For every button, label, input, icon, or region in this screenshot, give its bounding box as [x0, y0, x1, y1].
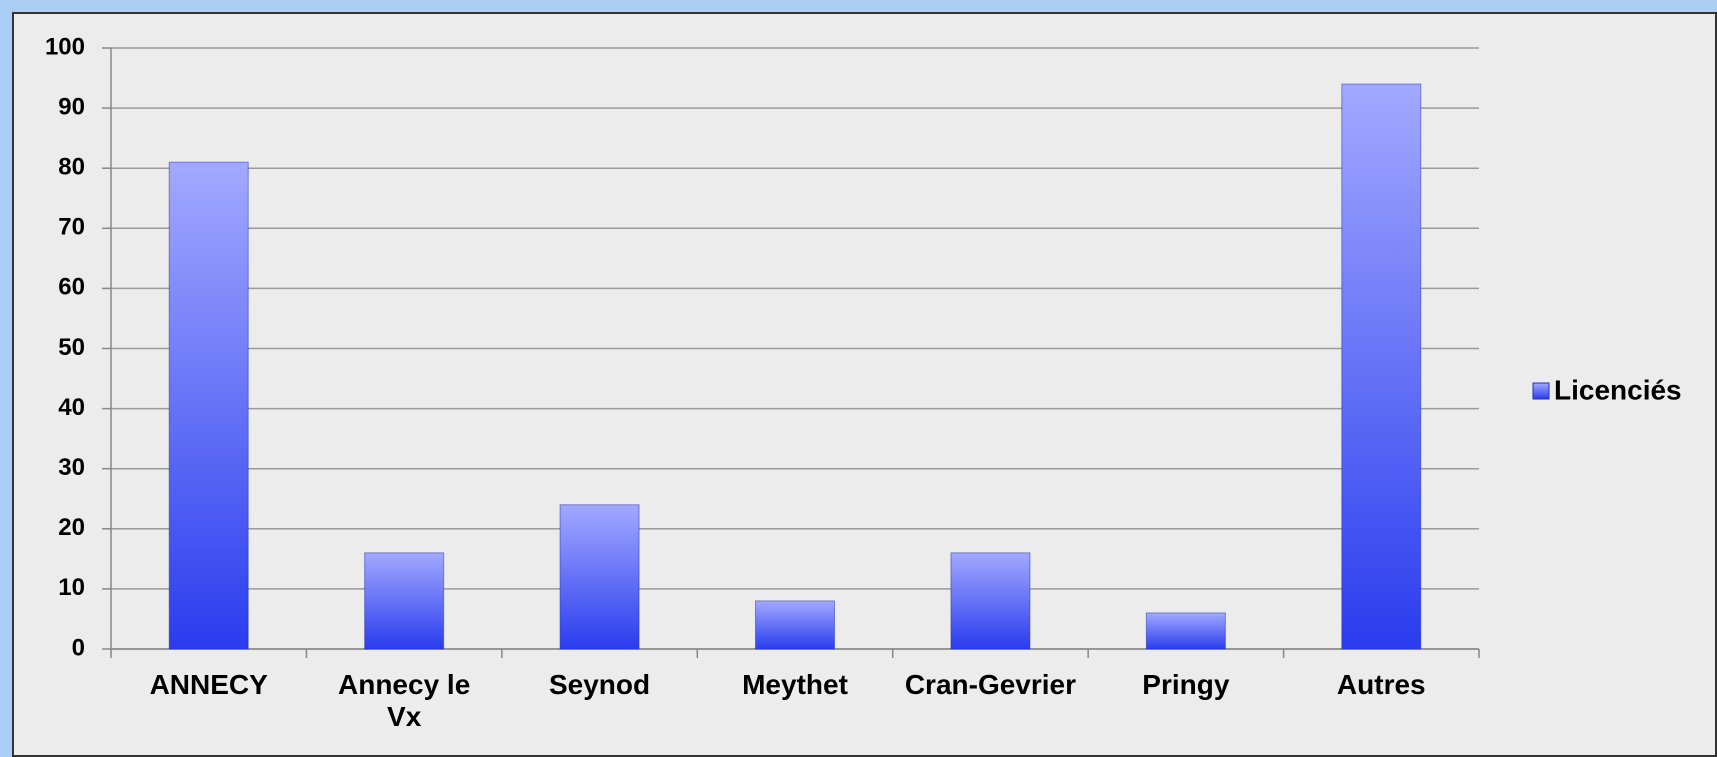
y-tick-label: 10 — [58, 574, 85, 601]
x-tick-label-box: Annecy le Vx — [338, 669, 471, 732]
x-tick-label: Pringy — [1142, 669, 1230, 700]
x-tick-label-box: ANNECY — [149, 669, 268, 700]
bar — [559, 504, 640, 650]
x-tick-label: ANNECY — [149, 669, 268, 700]
y-tick-label: 80 — [58, 154, 85, 181]
legend-swatch — [1532, 382, 1550, 400]
y-tick-label: 20 — [58, 514, 85, 541]
y-tick-label: 90 — [58, 93, 85, 120]
x-tick-label-box: Autres — [1336, 669, 1426, 700]
bar — [950, 552, 1031, 650]
bar — [168, 161, 249, 650]
x-tick-label: Autres — [1336, 669, 1426, 700]
x-tick-label: Cran-Gevrier — [904, 669, 1077, 700]
y-tick-label: 0 — [72, 634, 85, 661]
y-tick-label: 30 — [58, 454, 85, 481]
bar — [364, 552, 445, 650]
x-tick-label-box: Seynod — [548, 669, 651, 700]
bar — [1145, 612, 1226, 650]
x-tick-label-box: Cran-Gevrier — [904, 669, 1077, 700]
y-tick-label: 100 — [45, 33, 85, 60]
bar — [755, 600, 835, 650]
legend-label: Licenciés — [1554, 374, 1682, 405]
y-tick-label: 60 — [58, 274, 85, 301]
y-tick-label: 40 — [58, 394, 85, 421]
bar — [1341, 83, 1422, 650]
y-tick-label: 70 — [58, 214, 85, 241]
y-tick-label: 50 — [58, 334, 85, 361]
x-tick-label-box: Meythet — [742, 669, 848, 700]
x-tick-label: Seynod — [548, 669, 651, 700]
x-tick-label: Annecy le Vx — [338, 669, 471, 732]
x-tick-label-box: Pringy — [1142, 669, 1230, 700]
panel — [12, 12, 1717, 757]
x-tick-label: Meythet — [742, 669, 848, 700]
